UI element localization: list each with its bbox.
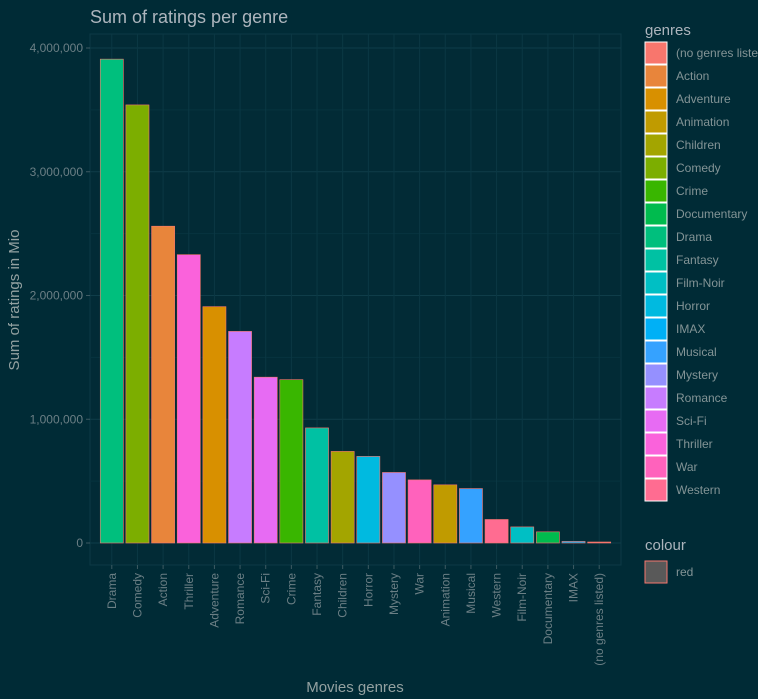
legend-label: Sci-Fi (676, 414, 707, 428)
x-tick-label: Fantasy (310, 573, 324, 616)
bar (279, 379, 304, 544)
legend-label: Children (676, 138, 721, 152)
x-tick-label: Action (156, 573, 170, 606)
bar (382, 472, 406, 544)
bar (330, 451, 355, 544)
legend-swatch (644, 432, 668, 456)
bar (176, 254, 201, 544)
legend-label: Fantasy (676, 253, 719, 267)
legend: (no genres listed) Action Adventure Animati… (644, 41, 758, 502)
x-axis-title: Movies genres (306, 679, 404, 696)
legend-label: Comedy (676, 161, 721, 175)
legend-swatch (644, 478, 668, 502)
legend-swatch (644, 156, 668, 180)
x-tick-label: Drama (105, 573, 119, 609)
legend-title: genres (645, 22, 691, 39)
x-tick-label: Musical (464, 573, 478, 614)
legend-swatch (644, 363, 668, 387)
bar (253, 376, 278, 544)
bar (510, 526, 535, 544)
x-tick-label: Film-Noir (515, 573, 529, 622)
x-tick-label: Thriller (182, 573, 196, 610)
x-tick-label: Documentary (541, 573, 555, 644)
legend-swatch (644, 179, 668, 203)
colour-legend: red (644, 560, 693, 584)
legend-label: War (676, 460, 698, 474)
legend-swatch (644, 133, 668, 157)
x-tick-label: Adventure (207, 573, 221, 628)
colour-legend-label: red (676, 565, 693, 579)
legend-label: IMAX (676, 322, 705, 336)
legend-swatch (644, 248, 668, 272)
legend-swatch (644, 317, 668, 341)
bar (125, 104, 150, 544)
legend-swatch (644, 455, 668, 479)
x-tick-label: Western (490, 573, 504, 617)
x-tick-label: Horror (361, 573, 375, 607)
x-tick-label: IMAX (567, 573, 581, 602)
legend-swatch (644, 271, 668, 295)
y-axis-ticks: 0 1,000,000 2,000,000 3,000,000 4,000,000 (30, 41, 90, 550)
bar (407, 479, 432, 544)
legend-label: Mystery (676, 368, 718, 382)
y-tick-label: 1,000,000 (30, 412, 84, 426)
bar (433, 484, 458, 544)
chart-title: Sum of ratings per genre (90, 7, 288, 27)
x-tick-label: Animation (438, 573, 452, 626)
bar (536, 531, 560, 544)
legend-label: Horror (676, 299, 710, 313)
x-tick-label: Mystery (387, 573, 401, 615)
colour-legend-title: colour (645, 537, 686, 554)
legend-swatch (644, 202, 668, 226)
legend-swatch (644, 386, 668, 410)
legend-label: Drama (676, 230, 712, 244)
legend-label: Action (676, 69, 709, 83)
legend-label: Documentary (676, 207, 747, 221)
legend-label: Western (676, 483, 720, 497)
legend-label: Animation (676, 115, 729, 129)
legend-label: Thriller (676, 437, 713, 451)
y-tick-label: 4,000,000 (30, 41, 84, 55)
legend-swatch (644, 110, 668, 134)
x-tick-label: Comedy (130, 573, 144, 618)
legend-swatch (644, 409, 668, 433)
bar (151, 225, 175, 544)
bar (561, 541, 586, 544)
bar (484, 519, 509, 544)
x-tick-label: Romance (233, 573, 247, 625)
x-axis-ticks: Drama Comedy Action Thriller Adventure Romanc… (105, 565, 606, 666)
x-tick-label: War (413, 573, 427, 595)
legend-label: Film-Noir (676, 276, 725, 290)
bar (228, 331, 252, 544)
x-tick-label: (no genres listed) (592, 573, 606, 666)
legend-swatch (644, 225, 668, 249)
legend-swatch (644, 340, 668, 364)
x-tick-label: Children (336, 573, 350, 618)
legend-label: Crime (676, 184, 708, 198)
colour-legend-swatch (644, 560, 668, 584)
legend-swatch (644, 64, 668, 88)
legend-label: Adventure (676, 92, 731, 106)
y-tick-label: 0 (76, 536, 83, 550)
legend-label: Romance (676, 391, 728, 405)
bar (356, 456, 381, 544)
bar (459, 488, 483, 544)
y-axis-title: Sum of ratings in Mio (6, 230, 23, 371)
legend-swatch (644, 294, 668, 318)
bar (202, 306, 227, 544)
bar (305, 427, 329, 544)
y-tick-label: 3,000,000 (30, 165, 84, 179)
bars (99, 58, 612, 544)
y-tick-label: 2,000,000 (30, 289, 84, 303)
bar (587, 541, 612, 544)
x-tick-label: Crime (284, 573, 298, 605)
legend-label: (no genres listed) (676, 46, 758, 60)
legend-label: Musical (676, 345, 717, 359)
x-tick-label: Sci-Fi (259, 573, 273, 604)
bar (99, 58, 124, 544)
legend-swatch (644, 41, 668, 65)
legend-swatch (644, 87, 668, 111)
